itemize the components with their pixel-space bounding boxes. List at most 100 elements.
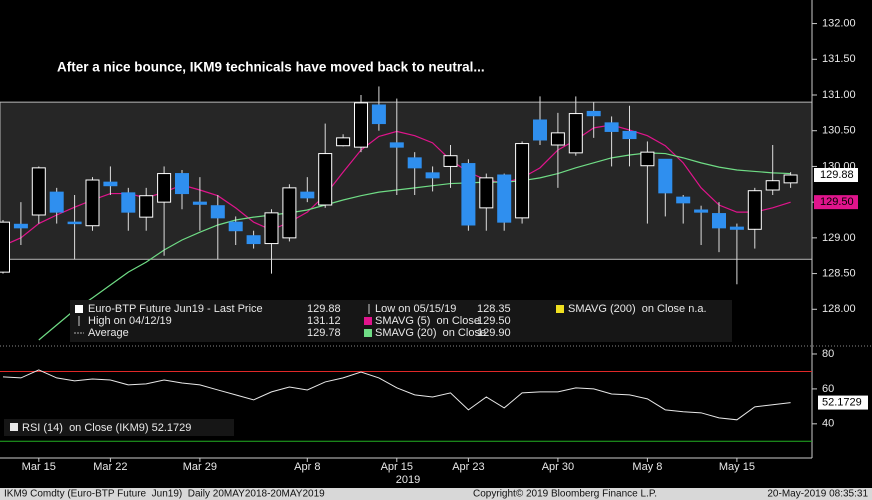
footer-right: 20-May-2019 08:35:31	[767, 489, 868, 500]
x-tick-label: May 8	[632, 461, 662, 473]
candle-body	[210, 205, 225, 219]
candle-body	[0, 221, 10, 273]
candle-body	[765, 180, 780, 191]
candle-body	[783, 174, 798, 184]
price-tag-label: 129.88	[820, 169, 854, 181]
y-tick-label: 60	[822, 383, 834, 395]
legend-label: RSI (14) on Close (IKM9) 52.1729	[22, 422, 191, 434]
legend-value: 129.78	[307, 327, 341, 339]
candle-body	[139, 195, 154, 218]
candle-body	[13, 223, 28, 229]
legend-value: n.a.	[688, 303, 706, 315]
candle-body	[676, 196, 691, 204]
candle-body	[461, 163, 476, 226]
legend-label: High on 04/12/19	[88, 315, 172, 327]
legend-swatch	[556, 305, 564, 313]
candle-body	[336, 137, 351, 147]
legend-swatch	[364, 317, 372, 325]
candle-body	[121, 192, 136, 213]
legend-label: Low on 05/15/19	[375, 303, 456, 315]
candle-body	[389, 142, 404, 148]
rsi-line	[2, 369, 791, 421]
candle-body	[747, 190, 762, 230]
legend-value: 129.50	[477, 315, 511, 327]
candle-body	[533, 119, 547, 141]
y-tick-label: 128.50	[822, 267, 856, 279]
candle-body	[586, 110, 601, 117]
candle-body	[300, 191, 315, 199]
x-tick-label: Apr 8	[294, 461, 320, 473]
legend-label: SMAVG (200) on Close n.a.	[568, 303, 707, 315]
x-tick-label: Mar 22	[93, 461, 127, 473]
rsi-tag-label: 52.1729	[822, 396, 862, 408]
legend-swatch	[10, 423, 18, 431]
candle-body	[425, 172, 440, 179]
candle-body	[479, 177, 494, 209]
price-tag	[814, 168, 858, 182]
legend-label: Average	[88, 327, 129, 339]
rsi-tag	[818, 395, 868, 410]
legend-label: Euro-BTP Future Jun19 - Last Price	[88, 303, 263, 315]
legend-label: SMAVG (5) on Close	[375, 315, 480, 327]
x-year-label: 2019	[396, 474, 420, 486]
candle-body	[157, 173, 172, 203]
legend-box	[4, 419, 234, 436]
y-tick-label: 40	[822, 418, 834, 430]
candle-body	[371, 104, 386, 125]
candle-body	[658, 158, 673, 194]
candle-body	[694, 209, 709, 213]
candle-body	[729, 226, 744, 230]
candle-body	[49, 191, 64, 213]
x-tick-label: Apr 30	[542, 461, 574, 473]
legend-label: RSI (14) on Close (IKM9)	[22, 422, 149, 434]
footer-bar	[0, 488, 872, 500]
candle-body	[31, 167, 46, 216]
candle-body	[192, 201, 207, 205]
price-tag-label: 129.50	[820, 196, 854, 208]
y-tick-label: 129.00	[822, 232, 856, 244]
legend-value: 131.12	[307, 315, 341, 327]
candle-body	[264, 212, 279, 245]
legend-marker	[75, 305, 83, 313]
candle-body	[712, 213, 726, 229]
x-tick-label: Apr 15	[381, 461, 413, 473]
footer-left: IKM9 Comdty (Euro-BTP Future Jun19) Dail…	[4, 489, 325, 500]
y-tick-label: 132.00	[822, 17, 856, 29]
footer-center: Copyright© 2019 Bloomberg Finance L.P.	[473, 489, 657, 500]
annotation: After a nice bounce, IKM9 technicals hav…	[57, 60, 485, 75]
legend-value: 129.90	[477, 327, 511, 339]
legend-box	[70, 300, 732, 342]
x-tick-label: May 15	[719, 461, 755, 473]
candle-body	[443, 155, 458, 167]
range-band	[0, 101, 813, 260]
candle-body	[497, 174, 512, 223]
x-tick-label: Apr 23	[452, 461, 484, 473]
y-tick-label: 80	[822, 348, 834, 360]
candle-body	[407, 157, 422, 169]
legend-label: SMAVG (20) on Close	[375, 327, 486, 339]
legend-value: 129.88	[307, 303, 341, 315]
legend-label: SMAVG (200) on Close	[568, 303, 685, 315]
candle-body	[604, 122, 619, 132]
candle-body	[246, 235, 261, 245]
candle-body	[103, 181, 118, 187]
y-tick-label: 131.00	[822, 89, 856, 101]
x-tick-label: Mar 29	[183, 461, 217, 473]
candle-body	[622, 130, 637, 140]
candle-body	[67, 221, 82, 225]
y-tick-label: 130.50	[822, 125, 856, 137]
legend-swatch	[364, 329, 372, 337]
y-tick-label: 128.00	[822, 303, 856, 315]
price-tag	[814, 195, 858, 210]
candle-body	[354, 102, 368, 148]
x-tick-label: Mar 15	[22, 461, 56, 473]
candle-body	[318, 153, 333, 206]
candle-body	[228, 221, 243, 232]
candle-body	[568, 113, 583, 154]
legend-value: 128.35	[477, 303, 511, 315]
candle-body	[550, 132, 565, 146]
candle-body	[282, 187, 297, 239]
legend-value: 52.1729	[152, 422, 192, 434]
candle-body	[640, 151, 655, 167]
